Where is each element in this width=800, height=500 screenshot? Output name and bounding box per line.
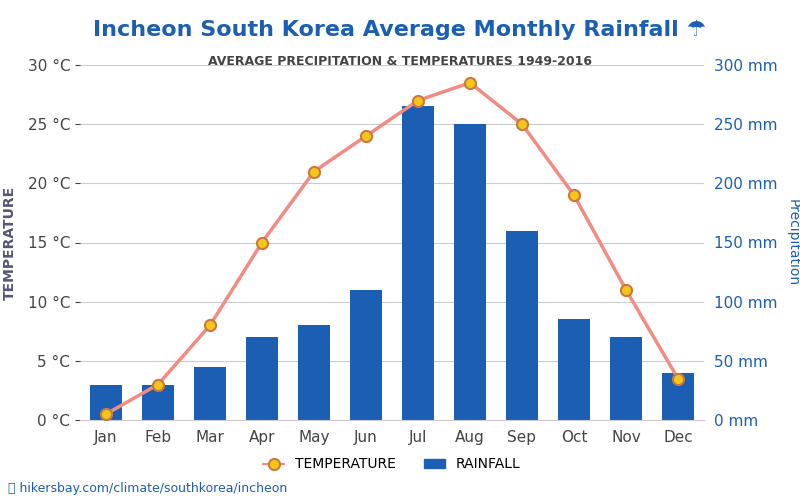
Text: AVERAGE PRECIPITATION & TEMPERATURES 1949-2016: AVERAGE PRECIPITATION & TEMPERATURES 194… [208,55,592,68]
Bar [610,337,642,420]
Bar [90,384,122,420]
Bar [298,326,330,420]
Bar [142,384,174,420]
Bar [558,320,590,420]
Y-axis label: TEMPERATURE: TEMPERATURE [2,186,17,300]
Text: Incheon South Korea Average Monthly Rainfall ☂: Incheon South Korea Average Monthly Rain… [94,20,706,40]
Bar [194,367,226,420]
Bar [350,290,382,420]
Bar [246,337,278,420]
Bar [402,106,434,420]
Text: ⌖ hikersbay.com/climate/southkorea/incheon: ⌖ hikersbay.com/climate/southkorea/inche… [8,482,287,495]
Legend: TEMPERATURE, RAINFALL: TEMPERATURE, RAINFALL [258,452,526,477]
Y-axis label: Precipitation: Precipitation [786,199,799,286]
Bar [454,124,486,420]
Bar [506,230,538,420]
Bar [662,372,694,420]
